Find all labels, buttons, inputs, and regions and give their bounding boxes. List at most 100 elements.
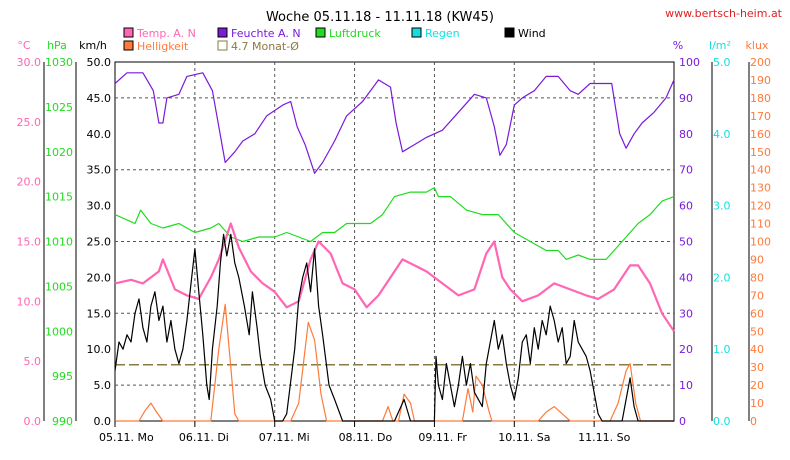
x-tick-label: 09.11. Fr <box>418 431 467 444</box>
legend-label: 4.7 Monat-Ø <box>231 40 299 53</box>
rain-tick-label: 2.0 <box>713 271 731 284</box>
lux-tick-label: 110 <box>750 218 771 231</box>
pressure-tick-label: 1015 <box>45 191 73 204</box>
pressure-tick-label: 1000 <box>45 325 73 338</box>
legend-label: Feuchte A. N <box>231 27 301 40</box>
temp-unit: °C <box>17 39 31 52</box>
rain-tick-label: 0.0 <box>713 415 731 428</box>
wind-tick-label: 15.0 <box>87 307 112 320</box>
temp-tick-label: 0.0 <box>24 415 42 428</box>
lux-tick-label: 170 <box>750 110 771 123</box>
legend-swatch <box>411 27 422 38</box>
legend-label: Helligkeit <box>137 40 189 53</box>
wind-tick-label: 50.0 <box>87 56 112 69</box>
chart-title: Woche 05.11.18 - 11.11.18 (KW45) <box>266 10 494 25</box>
series-line-wind <box>114 233 674 422</box>
lux-tick-label: 100 <box>750 236 771 249</box>
temp-tick-label: 25.0 <box>17 116 42 129</box>
lux-tick-label: 80 <box>750 271 764 284</box>
wind-unit: km/h <box>79 39 107 52</box>
legend: Temp. A. N Feuchte A. N Luftdruck Regen Wind… <box>123 27 546 53</box>
x-axis-labels: 05.11. Mo 06.11. Di 07.11. Mi 08.11. Do 09.1… <box>99 421 631 444</box>
legend-swatch <box>315 27 326 38</box>
axis-ticks: 0.05.010.015.020.025.030.099099510001005… <box>17 56 772 428</box>
legend-swatch <box>123 40 134 51</box>
series-line-helligkeit <box>115 303 674 422</box>
humidity-tick-label: 40 <box>679 271 693 284</box>
wind-tick-label: 0.0 <box>94 415 112 428</box>
humidity-tick-label: 10 <box>679 379 693 392</box>
lux-tick-label: 20 <box>750 379 764 392</box>
series-line-luftdruck <box>114 187 675 260</box>
wind-tick-label: 40.0 <box>87 128 112 141</box>
lux-tick-label: 10 <box>750 397 764 410</box>
pressure-tick-label: 1025 <box>45 101 73 114</box>
humidity-tick-label: 0 <box>679 415 686 428</box>
lux-tick-label: 130 <box>750 182 771 195</box>
rain-tick-label: 5.0 <box>713 56 731 69</box>
legend-label: Temp. A. N <box>136 27 196 40</box>
humidity-tick-label: 20 <box>679 343 693 356</box>
rain-tick-label: 1.0 <box>713 343 731 356</box>
temp-tick-label: 15.0 <box>17 236 42 249</box>
wind-tick-label: 5.0 <box>94 379 112 392</box>
legend-label: Wind <box>518 27 546 40</box>
pressure-tick-label: 995 <box>52 370 73 383</box>
legend-swatch <box>217 40 228 51</box>
axis-units: °C hPa km/h % l/m² klux <box>17 39 769 52</box>
humidity-tick-label: 60 <box>679 200 693 213</box>
lux-tick-label: 40 <box>750 343 764 356</box>
pressure-tick-label: 1005 <box>45 280 73 293</box>
lux-tick-label: 60 <box>750 307 764 320</box>
lux-tick-label: 180 <box>750 92 771 105</box>
lux-tick-label: 0 <box>750 415 757 428</box>
wind-tick-label: 45.0 <box>87 92 112 105</box>
x-tick-label: 08.11. Do <box>339 431 393 444</box>
lux-tick-label: 50 <box>750 325 764 338</box>
humidity-unit: % <box>673 39 683 52</box>
wind-tick-label: 30.0 <box>87 200 112 213</box>
lux-tick-label: 200 <box>750 56 771 69</box>
lux-tick-label: 160 <box>750 128 771 141</box>
wind-tick-label: 10.0 <box>87 343 112 356</box>
lux-tick-label: 70 <box>750 289 764 302</box>
temp-tick-label: 10.0 <box>17 295 42 308</box>
rain-tick-label: 3.0 <box>713 200 731 213</box>
legend-label: Regen <box>425 27 460 40</box>
temp-tick-label: 5.0 <box>24 355 42 368</box>
series-line-feuchte-a-n <box>114 72 675 174</box>
legend-swatch <box>504 27 515 38</box>
temp-tick-label: 30.0 <box>17 56 42 69</box>
rain-tick-label: 4.0 <box>713 128 731 141</box>
lux-tick-label: 190 <box>750 74 771 87</box>
watermark: www.bertsch-heim.at <box>665 7 783 20</box>
x-tick-label: 11.11. So <box>578 431 630 444</box>
lux-tick-label: 150 <box>750 146 771 159</box>
pressure-tick-label: 990 <box>52 415 73 428</box>
pressure-tick-label: 1020 <box>45 146 73 159</box>
pressure-unit: hPa <box>47 39 67 52</box>
pressure-tick-label: 1010 <box>45 236 73 249</box>
rain-unit: l/m² <box>709 39 731 52</box>
legend-swatch <box>123 27 134 38</box>
lux-tick-label: 120 <box>750 200 771 213</box>
x-tick-label: 10.11. Sa <box>498 431 550 444</box>
humidity-tick-label: 100 <box>679 56 700 69</box>
series-group <box>114 72 675 422</box>
humidity-tick-label: 70 <box>679 164 693 177</box>
lux-tick-label: 30 <box>750 361 764 374</box>
lux-unit: klux <box>746 39 769 52</box>
humidity-tick-label: 90 <box>679 92 693 105</box>
pressure-tick-label: 1030 <box>45 56 73 69</box>
x-tick-label: 05.11. Mo <box>99 431 154 444</box>
temp-tick-label: 20.0 <box>17 176 42 189</box>
legend-swatch <box>217 27 228 38</box>
lux-tick-label: 140 <box>750 164 771 177</box>
humidity-tick-label: 80 <box>679 128 693 141</box>
humidity-tick-label: 50 <box>679 236 693 249</box>
humidity-tick-label: 30 <box>679 307 693 320</box>
legend-label: Luftdruck <box>329 27 381 40</box>
wind-tick-label: 20.0 <box>87 271 112 284</box>
wind-tick-label: 25.0 <box>87 236 112 249</box>
